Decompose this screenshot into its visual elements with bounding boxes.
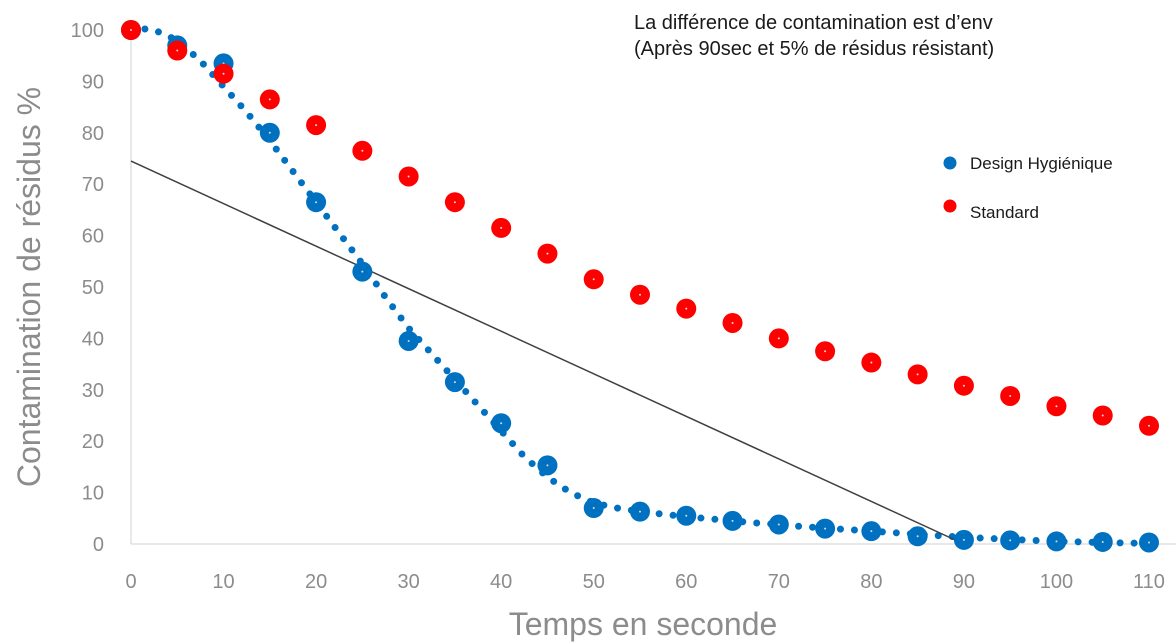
y-tick-label: 20 xyxy=(82,431,104,453)
y-axis-title: Contamination de résidus % xyxy=(11,87,47,487)
y-tick-label: 70 xyxy=(82,174,104,196)
data-point-center xyxy=(685,307,688,310)
data-point-center xyxy=(962,384,965,387)
data-point-center xyxy=(546,252,549,255)
data-point-center xyxy=(870,361,873,364)
data-points-layer xyxy=(121,20,1159,553)
data-point-center xyxy=(222,72,225,75)
y-tick-label: 60 xyxy=(82,226,104,248)
data-point-center xyxy=(500,422,503,425)
legend-marker-standard xyxy=(943,199,957,213)
data-point-center xyxy=(1148,541,1150,544)
data-point-center xyxy=(916,535,919,538)
data-point-center xyxy=(361,149,364,152)
x-tick-label: 70 xyxy=(768,571,790,593)
x-tick-label: 10 xyxy=(212,571,234,593)
data-point-center xyxy=(546,464,549,467)
polynomial-trendline xyxy=(127,23,1153,547)
tick-labels: 0 10 20 30 40 50 60 70 80 90 100 110 0 10 20 30 40 50 60 70… xyxy=(71,20,1165,593)
data-point-center xyxy=(176,49,179,52)
data-point-center xyxy=(407,339,410,342)
data-point-center xyxy=(870,530,873,533)
x-tick-label: 40 xyxy=(490,571,512,593)
y-tick-label: 30 xyxy=(82,380,104,402)
x-tick-label: 100 xyxy=(1040,571,1073,593)
data-point-center xyxy=(268,98,271,101)
y-tick-label: 10 xyxy=(82,483,104,505)
linear-trendline xyxy=(130,160,965,545)
y-tick-label: 100 xyxy=(71,20,104,42)
y-tick-label: 0 xyxy=(93,534,104,556)
legend-marker-design-hygienique xyxy=(943,156,957,170)
legend: Design Hygiénique Standard xyxy=(943,154,1113,222)
data-point-center xyxy=(916,373,919,376)
annotation-line-2: (Après 90sec et 5% de résidus résistant) xyxy=(634,38,994,60)
data-point-center xyxy=(130,29,132,31)
data-point-center xyxy=(592,278,595,281)
legend-label-design-hygienique: Design Hygiénique xyxy=(970,154,1113,173)
data-point-center xyxy=(639,293,641,296)
data-point-center xyxy=(315,124,318,127)
data-point-center xyxy=(777,523,780,526)
x-tick-label: 30 xyxy=(398,571,420,593)
x-tick-label: 20 xyxy=(305,571,327,593)
data-point-center xyxy=(824,350,827,353)
data-point-center xyxy=(453,201,456,204)
x-tick-label: 90 xyxy=(953,571,975,593)
data-point-center xyxy=(731,519,734,522)
data-point-center xyxy=(824,527,827,530)
y-tick-label: 40 xyxy=(82,328,104,350)
data-point-center xyxy=(1009,539,1012,542)
data-point-center xyxy=(1055,405,1058,408)
annotation-line-1: La différence de contamination est d’env xyxy=(634,12,993,34)
data-point-center xyxy=(268,131,271,134)
data-point-center xyxy=(1009,394,1012,397)
legend-label-standard: Standard xyxy=(970,203,1039,222)
data-point-center xyxy=(1101,414,1104,417)
data-point-center xyxy=(315,201,318,204)
x-tick-label: 110 xyxy=(1133,571,1165,593)
data-point-center xyxy=(407,175,410,178)
y-tick-label: 80 xyxy=(82,123,104,145)
x-tick-label: 60 xyxy=(675,571,697,593)
data-point-center xyxy=(1101,540,1104,543)
data-point-center xyxy=(685,514,688,517)
data-point-center xyxy=(639,510,641,513)
data-point-center xyxy=(500,226,503,229)
trendline-layer xyxy=(127,23,1153,547)
data-point-center xyxy=(777,337,780,340)
data-point-center xyxy=(453,381,456,384)
x-axis-title: Temps en seconde xyxy=(509,606,778,642)
data-point-center xyxy=(962,538,965,541)
data-point-center xyxy=(592,507,595,510)
x-tick-label: 50 xyxy=(583,571,605,593)
data-point-center xyxy=(1055,540,1058,543)
data-point-center xyxy=(361,270,364,273)
y-tick-label: 50 xyxy=(82,277,104,299)
y-tick-label: 90 xyxy=(82,71,104,93)
x-tick-label: 80 xyxy=(860,571,882,593)
x-tick-label: 0 xyxy=(125,571,136,593)
data-point-center xyxy=(731,321,734,324)
data-point-center xyxy=(1148,424,1150,427)
